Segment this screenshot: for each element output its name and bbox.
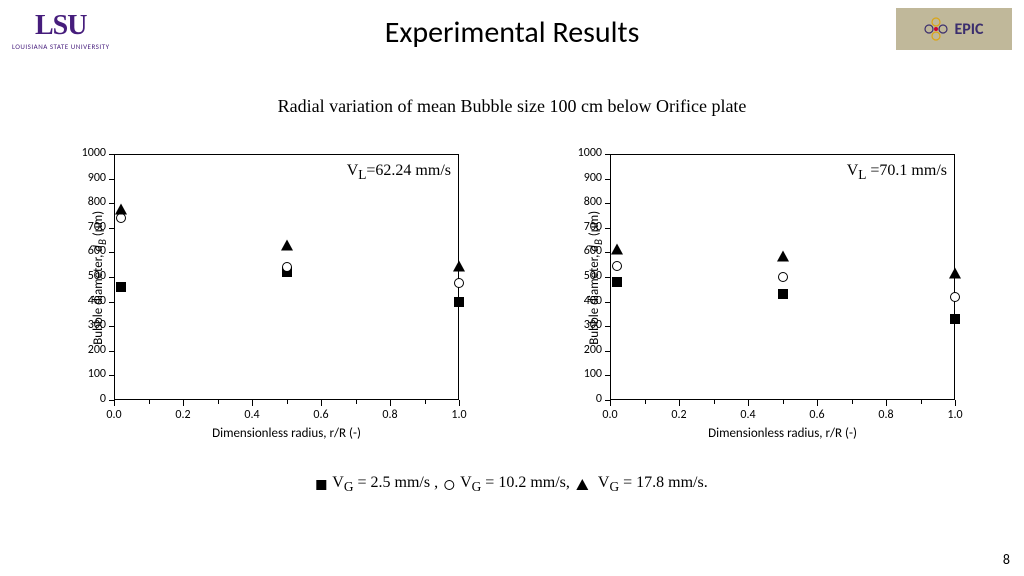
data-marker (454, 297, 464, 307)
ytick-label: 900 (52, 171, 106, 185)
ytick-label: 900 (548, 171, 602, 185)
xtick-label: 1.0 (447, 408, 471, 422)
ytick-label: 1000 (52, 146, 106, 160)
data-marker (778, 272, 788, 282)
legend-text-1: VG = 2.5 mm/s , (332, 474, 438, 495)
legend-triangle-icon (576, 479, 588, 490)
legend: VG = 2.5 mm/s , VG = 10.2 mm/s, VG = 17.… (316, 474, 707, 495)
chart-right: 010020030040050060070080090010000.00.20.… (548, 148, 958, 448)
data-marker (612, 261, 622, 271)
x-axis-label: Dimensionless radius, r/R (-) (197, 426, 377, 441)
lsu-logo: LSU LOUISIANA STATE UNIVERSITY (12, 10, 109, 51)
epic-logo-icon (924, 17, 948, 41)
data-marker (115, 204, 127, 215)
y-axis-label: Bubble diameter, dB (μm) (587, 188, 605, 368)
y-axis-label: Bubble diameter, dB (μm) (91, 188, 109, 368)
xtick-label: 0.6 (309, 408, 333, 422)
xtick-label: 0.0 (598, 408, 622, 422)
data-marker (950, 292, 960, 302)
epic-logo: EPIC (896, 8, 1012, 50)
xtick-label: 1.0 (943, 408, 967, 422)
legend-circle-icon (444, 480, 454, 490)
lsu-logo-subtext: LOUISIANA STATE UNIVERSITY (12, 42, 109, 51)
legend-text-2: VG = 10.2 mm/s, (460, 474, 570, 495)
ytick-label: 1000 (548, 146, 602, 160)
slide-title: Experimental Results (385, 14, 640, 51)
data-marker (611, 243, 623, 254)
data-marker (116, 282, 126, 292)
page-number: 8 (1003, 551, 1010, 568)
slide-subtitle: Radial variation of mean Bubble size 100… (278, 96, 747, 117)
legend-text-3: VG = 17.8 mm/s. (594, 474, 708, 495)
xtick-label: 0.2 (667, 408, 691, 422)
ytick-label: 100 (548, 367, 602, 381)
xtick-label: 0.4 (240, 408, 264, 422)
data-marker (453, 260, 465, 271)
chart-left: 010020030040050060070080090010000.00.20.… (52, 148, 462, 448)
chart-annotation: VL=62.24 mm/s (347, 162, 451, 183)
data-marker (612, 277, 622, 287)
data-marker (778, 289, 788, 299)
data-marker (950, 314, 960, 324)
xtick-label: 0.8 (378, 408, 402, 422)
legend-square-icon (316, 480, 326, 490)
xtick-label: 0.2 (171, 408, 195, 422)
epic-logo-text: EPIC (954, 20, 983, 39)
ytick-label: 100 (52, 367, 106, 381)
xtick-label: 0.0 (102, 408, 126, 422)
xtick-label: 0.8 (874, 408, 898, 422)
chart-annotation: VL =70.1 mm/s (847, 162, 947, 183)
data-marker (949, 268, 961, 279)
data-marker (282, 262, 292, 272)
xtick-label: 0.6 (805, 408, 829, 422)
slide-header: LSU LOUISIANA STATE UNIVERSITY Experimen… (0, 8, 1024, 58)
data-marker (777, 251, 789, 262)
xtick-label: 0.4 (736, 408, 760, 422)
data-marker (281, 240, 293, 251)
ytick-label: 0 (52, 392, 106, 406)
x-axis-label: Dimensionless radius, r/R (-) (693, 426, 873, 441)
lsu-logo-text: LSU (35, 10, 86, 42)
ytick-label: 0 (548, 392, 602, 406)
data-marker (454, 278, 464, 288)
